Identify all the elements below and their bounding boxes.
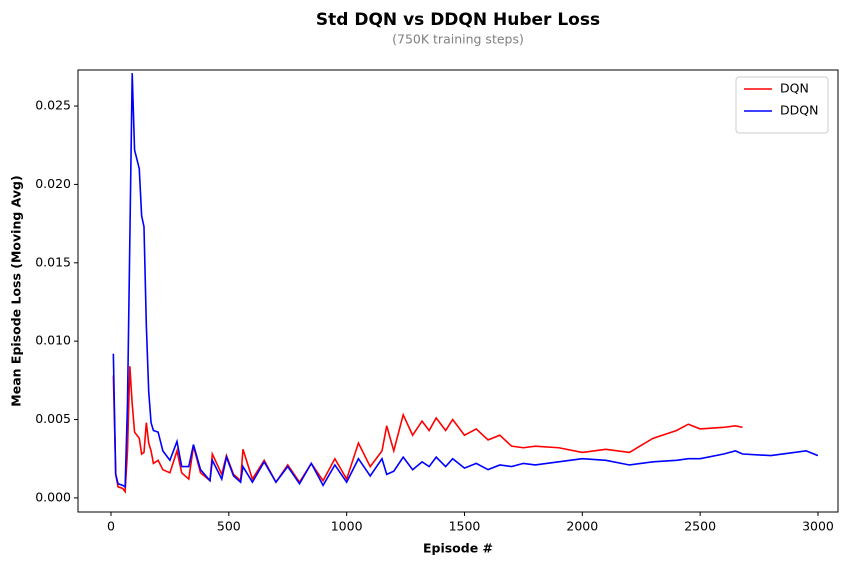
plot-frame: [77, 69, 839, 513]
y-axis-label: Mean Episode Loss (Moving Avg): [9, 175, 24, 406]
legend-label: DDQN: [780, 103, 818, 118]
x-tick-label: 2500: [684, 519, 716, 534]
y-tick-label: 0.020: [35, 176, 71, 191]
chart-title: Std DQN vs DDQN Huber Loss: [316, 10, 600, 30]
legend-box: [735, 76, 829, 134]
chart-subtitle: (750K training steps): [392, 32, 524, 47]
x-tick-label: 2000: [566, 519, 598, 534]
x-tick-label: 1500: [449, 519, 481, 534]
y-tick-label: 0.025: [35, 98, 71, 113]
series-line: [112, 73, 819, 489]
legend-label: DQN: [780, 81, 809, 96]
y-tick-label: 0.000: [35, 489, 71, 504]
x-tick-label: 500: [217, 519, 241, 534]
y-tick-label: 0.010: [35, 333, 71, 348]
y-tick-label: 0.015: [35, 254, 71, 269]
series-line: [112, 366, 743, 494]
x-axis-label: Episode #: [423, 541, 493, 556]
y-tick-label: 0.005: [35, 411, 71, 426]
x-tick-label: 1000: [331, 519, 363, 534]
x-tick-label: 3000: [802, 519, 834, 534]
x-tick-label: 0: [107, 519, 115, 534]
